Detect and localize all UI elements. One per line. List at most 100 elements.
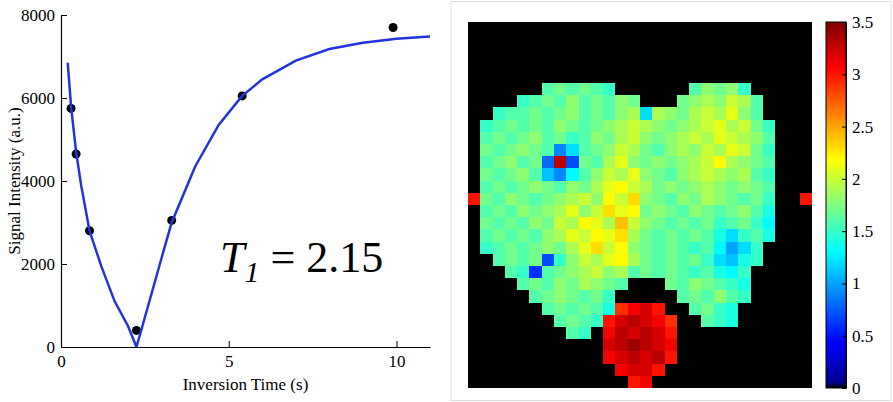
- heatmap-cell: [579, 120, 592, 133]
- heatmap-cell: [726, 351, 739, 364]
- heatmap-cell: [701, 339, 714, 352]
- heatmap-cell: [738, 315, 751, 328]
- heatmap-cell: [652, 156, 665, 169]
- heatmap-cell: [775, 266, 788, 279]
- heatmap-cell: [726, 144, 739, 157]
- heatmap-cell: [517, 303, 530, 316]
- heatmap-cell: [787, 181, 800, 194]
- heatmap-cell: [468, 22, 481, 35]
- heatmap-cell: [468, 205, 481, 218]
- heatmap-cell: [763, 315, 776, 328]
- heatmap-cell: [480, 132, 493, 145]
- heatmap-cell: [701, 242, 714, 255]
- heatmap-cell: [529, 95, 542, 108]
- heatmap-cell: [714, 22, 727, 35]
- heatmap-cell: [603, 229, 616, 242]
- heatmap-cell: [566, 22, 579, 35]
- heatmap-cell: [579, 144, 592, 157]
- heatmap-cell: [677, 95, 690, 108]
- heatmap-cell: [615, 83, 628, 96]
- heatmap-cell: [738, 34, 751, 47]
- x-tick-label: 10: [388, 352, 405, 371]
- heatmap-cell: [775, 205, 788, 218]
- heatmap-cell: [763, 144, 776, 157]
- heatmap-cell: [480, 193, 493, 206]
- heatmap-cell: [689, 278, 702, 291]
- heatmap-cell: [800, 83, 812, 96]
- heatmap-cell: [640, 290, 653, 303]
- heatmap-cell: [493, 290, 506, 303]
- heatmap-cell: [787, 242, 800, 255]
- heatmap-cell: [579, 107, 592, 120]
- heatmap-cell: [689, 193, 702, 206]
- heatmap-cell: [640, 364, 653, 377]
- heatmap-cell: [603, 95, 616, 108]
- heatmap-cell: [677, 278, 690, 291]
- heatmap-cell: [726, 83, 739, 96]
- heatmap-cell: [775, 59, 788, 72]
- heatmap-cell: [505, 242, 518, 255]
- heatmap-cell: [591, 59, 604, 72]
- heatmap-cell: [640, 34, 653, 47]
- heatmap-cell: [505, 59, 518, 72]
- heatmap-cell: [665, 22, 678, 35]
- heatmap-cell: [738, 83, 751, 96]
- heatmap-cell: [615, 327, 628, 340]
- heatmap-cell: [566, 144, 579, 157]
- heatmap-cell: [566, 193, 579, 206]
- heatmap-cell: [763, 83, 776, 96]
- heatmap-cell: [517, 376, 530, 388]
- heatmap-cell: [763, 376, 776, 388]
- heatmap-cell: [640, 71, 653, 84]
- heatmap-cell: [665, 71, 678, 84]
- heatmap-cell: [603, 327, 616, 340]
- heatmap-cell: [603, 107, 616, 120]
- heatmap-cell: [493, 266, 506, 279]
- heatmap-cell: [751, 205, 764, 218]
- heatmap-cell: [640, 46, 653, 59]
- heatmap-cell: [554, 290, 567, 303]
- heatmap-cell: [689, 266, 702, 279]
- heatmap-cell: [615, 242, 628, 255]
- heatmap-cell: [579, 181, 592, 194]
- heatmap-cell: [714, 315, 727, 328]
- heatmap-cell: [726, 22, 739, 35]
- heatmap-cell: [505, 193, 518, 206]
- heatmap-cell: [775, 46, 788, 59]
- heatmap-cell: [677, 217, 690, 230]
- heatmap-cell: [751, 339, 764, 352]
- heatmap-cell: [763, 95, 776, 108]
- heatmap-cell: [566, 83, 579, 96]
- heatmap-cell: [566, 181, 579, 194]
- heatmap-cell: [775, 229, 788, 242]
- colorbar-tick: 3.5: [842, 13, 873, 32]
- heatmap-cell: [591, 34, 604, 47]
- colorbar-tick: 0: [842, 379, 861, 398]
- heatmap-cell: [652, 22, 665, 35]
- heatmap-cell: [566, 95, 579, 108]
- heatmap-cell: [591, 278, 604, 291]
- heatmap-cell: [615, 144, 628, 157]
- heatmap-cell: [480, 46, 493, 59]
- heatmap-cell: [677, 22, 690, 35]
- heatmap-cell: [689, 22, 702, 35]
- heatmap-cell: [763, 327, 776, 340]
- heatmap-cell: [787, 132, 800, 145]
- heatmap-cell: [787, 120, 800, 133]
- heatmap-cell: [751, 83, 764, 96]
- heatmap-cell: [689, 339, 702, 352]
- heatmap-cell: [505, 95, 518, 108]
- heatmap-cell: [763, 193, 776, 206]
- heatmap-cell: [726, 181, 739, 194]
- heatmap-cell: [800, 242, 812, 255]
- heatmap-cell: [763, 205, 776, 218]
- heatmap-cell: [652, 351, 665, 364]
- heatmap-cell: [615, 364, 628, 377]
- heatmap-cell: [677, 193, 690, 206]
- heatmap-cell: [677, 132, 690, 145]
- heatmap-cell: [542, 120, 555, 133]
- heatmap-cell: [529, 278, 542, 291]
- colorbar-tick: 1: [842, 274, 861, 293]
- heatmap-cell: [677, 290, 690, 303]
- colorbar-tick: 1.5: [842, 222, 873, 241]
